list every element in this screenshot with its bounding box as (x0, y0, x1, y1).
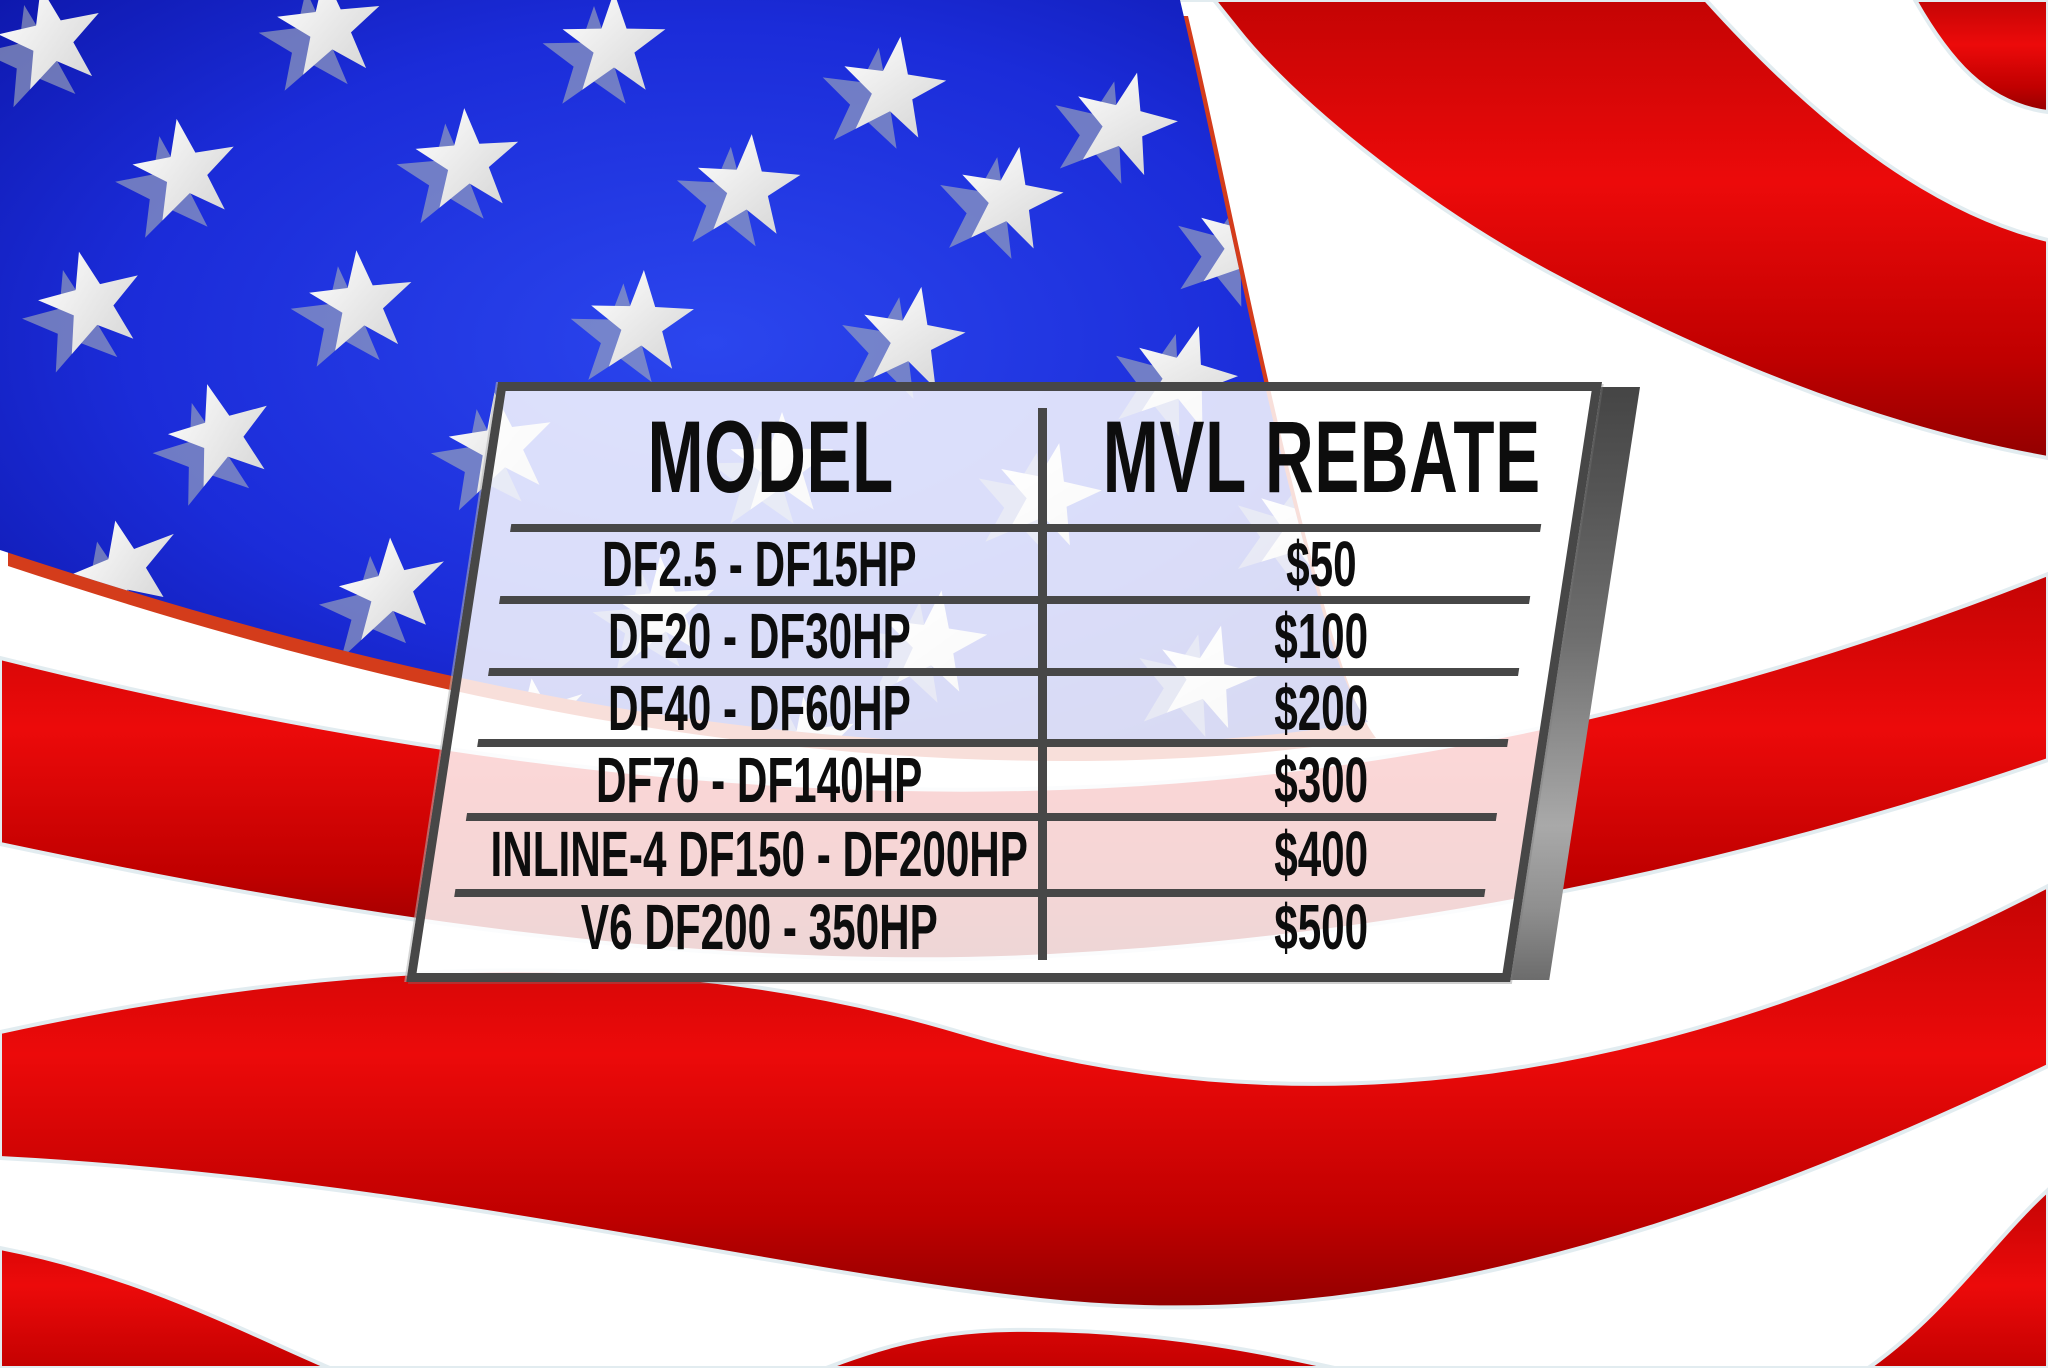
rebate-cell: $100 (1274, 600, 1368, 672)
table-row-rebate: $200 (1047, 671, 1595, 744)
column-header-model: MODEL (503, 392, 1038, 522)
model-cell: DF2.5 - DF15HP (601, 528, 917, 600)
table-row-rebate: $50 (1047, 528, 1595, 600)
table-row-model: DF70 - DF140HP (480, 743, 1038, 817)
table-row-rebate: $500 (1047, 891, 1595, 963)
flag-red-stripe (0, 1187, 2048, 1368)
table-row-rebate: $400 (1047, 817, 1595, 891)
model-cell: DF40 - DF60HP (607, 671, 911, 744)
table-row-model: DF40 - DF60HP (480, 671, 1038, 744)
column-divider (1038, 408, 1047, 960)
rebate-cell: $300 (1274, 744, 1368, 816)
model-cell: DF20 - DF30HP (607, 600, 911, 672)
model-cell: V6 DF200 - 350HP (580, 891, 938, 963)
table-row-model: DF2.5 - DF15HP (480, 528, 1038, 600)
rebate-cell: $400 (1274, 818, 1368, 890)
table-row-model: INLINE-4 DF150 - DF200HP (480, 817, 1038, 891)
rebate-cell: $50 (1285, 528, 1357, 600)
rebate-table: MODEL MVL REBATE DF2.5 - DF15HP $50 DF20… (406, 382, 1678, 994)
table-row-rebate: $100 (1047, 600, 1595, 672)
table-row-model: DF20 - DF30HP (480, 600, 1038, 672)
table-content: MODEL MVL REBATE DF2.5 - DF15HP $50 DF20… (418, 382, 1678, 994)
model-cell: DF70 - DF140HP (595, 744, 923, 816)
rebate-cell: $200 (1274, 671, 1368, 744)
model-cell: INLINE-4 DF150 - DF200HP (490, 818, 1028, 890)
column-header-rebate: MVL REBATE (1047, 392, 1597, 522)
table-row-model: V6 DF200 - 350HP (480, 891, 1038, 963)
column-header-model-label: MODEL (647, 399, 894, 514)
rebate-cell: $500 (1274, 891, 1368, 963)
table-row-rebate: $300 (1047, 743, 1595, 817)
flag-red-stripe (1100, 0, 2048, 461)
column-header-rebate-label: MVL REBATE (1103, 399, 1541, 514)
